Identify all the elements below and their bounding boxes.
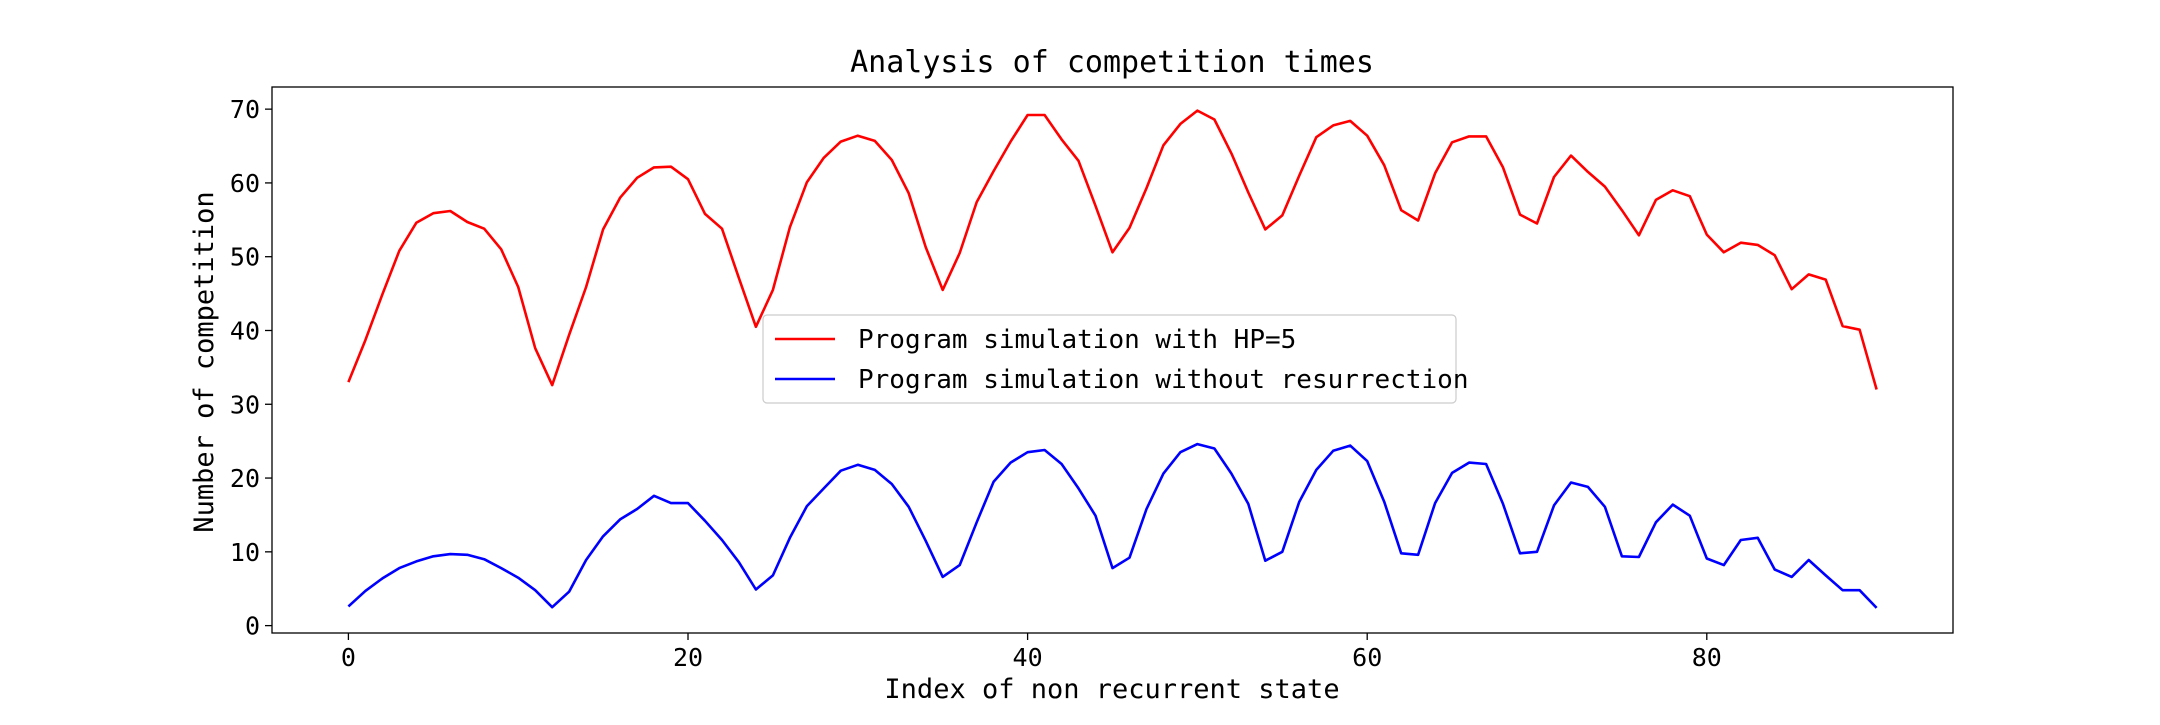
y-tick-label: 50 xyxy=(230,243,260,272)
plot-frame xyxy=(271,86,1954,634)
y-tick-label: 40 xyxy=(230,316,260,345)
series-line-2 xyxy=(347,442,1878,609)
x-axis-label: Index of non recurrent state xyxy=(884,674,1339,705)
y-tick-label: 0 xyxy=(245,612,260,641)
series-line-1 xyxy=(347,109,1878,390)
chart-title: Analysis of competition times xyxy=(850,45,1374,80)
y-tick-label: 10 xyxy=(230,538,260,567)
y-tick-label: 70 xyxy=(230,95,260,124)
plot-area: 0 20 40 60 80 0 10 20 30 40 50 60 70 Program simulati… xyxy=(230,86,1954,672)
y-tick-label: 60 xyxy=(230,169,260,198)
x-tick-label: 40 xyxy=(1013,643,1043,672)
y-tick-label: 30 xyxy=(230,390,260,419)
x-tick-label: 0 xyxy=(341,643,356,672)
legend-label-1: Program simulation with HP=5 xyxy=(858,325,1296,355)
legend-label-2: Program simulation without resurrection xyxy=(858,365,1468,395)
legend-box xyxy=(762,314,1457,404)
y-tick-label: 20 xyxy=(230,464,260,493)
x-tick-label: 20 xyxy=(673,643,703,672)
x-tick-label: 60 xyxy=(1352,643,1382,672)
y-axis-label: Number of competition xyxy=(189,191,220,532)
x-tick-label: 80 xyxy=(1692,643,1722,672)
